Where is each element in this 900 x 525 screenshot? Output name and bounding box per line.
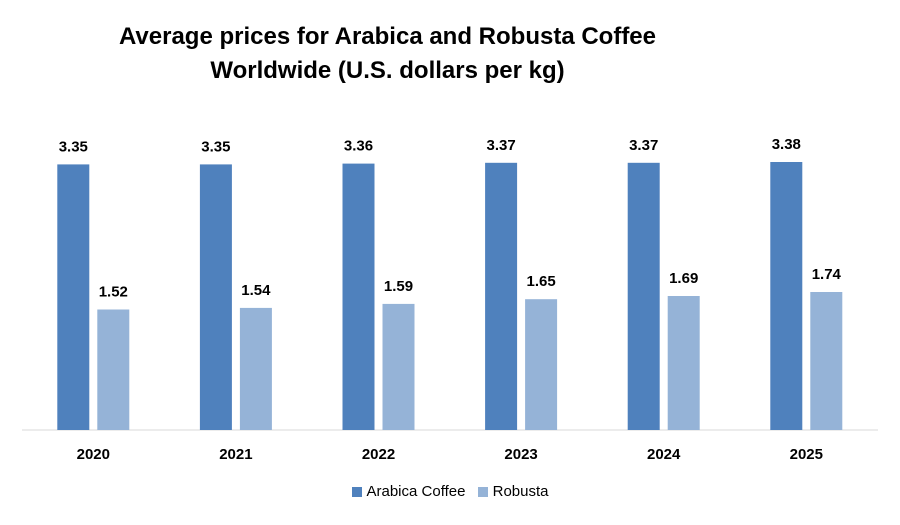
bar-robusta-2024 [667,296,700,430]
chart-title: Average prices for Arabica and Robusta C… [0,20,775,88]
legend-swatch-arabica [351,486,362,497]
data-label-arabica-2025: 3.38 [772,136,801,153]
bar-arabica-2023 [485,162,518,431]
legend-swatch-robusta [477,486,488,497]
bar-arabica-2020 [57,164,90,430]
data-labels-group: 3.35 1.52 3.35 1.54 3.36 1.59 3.37 1.65 3.37 1.69… [59,136,842,301]
x-tick-label-2021: 2021 [219,446,252,463]
legend-label-robusta: Robusta [492,483,549,500]
data-label-arabica-2020: 3.35 [59,138,88,155]
data-label-robusta-2021: 1.54 [241,282,271,299]
bar-robusta-2020 [97,309,130,430]
data-label-robusta-2020: 1.52 [99,284,128,301]
legend-label-arabica: Arabica Coffee [366,483,466,500]
x-tick-label-2025: 2025 [790,446,823,463]
bar-robusta-2022 [382,303,415,430]
bar-robusta-2023 [525,299,558,430]
data-label-arabica-2024: 3.37 [629,137,658,154]
bar-arabica-2021 [199,164,232,430]
x-tick-label-2024: 2024 [647,446,681,463]
bars-group [57,162,843,431]
x-tick-label-2020: 2020 [77,446,110,463]
bar-arabica-2022 [342,163,375,430]
bar-robusta-2025 [810,292,843,430]
legend: Arabica Coffee Robusta [0,483,900,501]
chart-title-line-1: Average prices for Arabica and Robusta C… [118,23,657,50]
data-label-arabica-2021: 3.35 [201,138,230,155]
chart-title-line-2: Worldwide (U.S. dollars per kg) [210,57,565,84]
legend-item-robusta: Robusta [477,483,549,500]
data-label-robusta-2023: 1.65 [526,273,555,290]
bar-arabica-2024 [627,162,660,431]
bar-robusta-2021 [239,307,272,430]
data-label-robusta-2024: 1.69 [669,270,698,287]
legend-item-arabica: Arabica Coffee [351,483,466,500]
x-tick-label-2022: 2022 [362,446,395,463]
x-tick-labels-group: 2020 2021 2022 2023 2024 2025 [77,446,823,463]
data-label-robusta-2025: 1.74 [812,266,842,283]
x-tick-label-2023: 2023 [504,446,537,463]
data-label-arabica-2023: 3.37 [486,137,515,154]
bar-arabica-2025 [770,162,803,430]
data-label-arabica-2022: 3.36 [344,138,373,155]
data-label-robusta-2022: 1.59 [384,278,413,295]
